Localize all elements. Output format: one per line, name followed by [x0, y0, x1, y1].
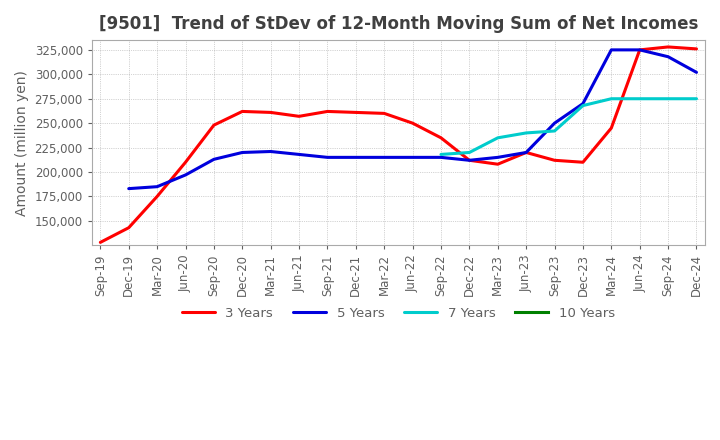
- 3 Years: [692, 46, 701, 51]
- 5 Years: [181, 172, 190, 178]
- 5 Years: [579, 101, 588, 106]
- 7 Years: [436, 152, 445, 157]
- 7 Years: [607, 96, 616, 101]
- 3 Years: [522, 150, 531, 155]
- 5 Years: [664, 54, 672, 59]
- 7 Years: [692, 96, 701, 101]
- 3 Years: [465, 158, 474, 163]
- 3 Years: [408, 121, 417, 126]
- 3 Years: [351, 110, 360, 115]
- 5 Years: [323, 155, 332, 160]
- Y-axis label: Amount (million yen): Amount (million yen): [15, 70, 29, 216]
- 5 Years: [238, 150, 247, 155]
- 3 Years: [294, 114, 303, 119]
- 5 Years: [294, 152, 303, 157]
- 7 Years: [493, 135, 502, 140]
- 5 Years: [550, 121, 559, 126]
- 5 Years: [153, 184, 161, 189]
- 3 Years: [664, 44, 672, 50]
- Legend: 3 Years, 5 Years, 7 Years, 10 Years: 3 Years, 5 Years, 7 Years, 10 Years: [176, 301, 620, 325]
- 3 Years: [266, 110, 275, 115]
- 7 Years: [550, 128, 559, 134]
- 7 Years: [465, 150, 474, 155]
- 7 Years: [579, 103, 588, 108]
- 3 Years: [153, 194, 161, 199]
- 5 Years: [493, 155, 502, 160]
- Line: 3 Years: 3 Years: [100, 47, 696, 242]
- 3 Years: [493, 161, 502, 167]
- 5 Years: [692, 70, 701, 75]
- 7 Years: [522, 130, 531, 136]
- 3 Years: [607, 125, 616, 131]
- 5 Years: [351, 155, 360, 160]
- 7 Years: [664, 96, 672, 101]
- 5 Years: [465, 158, 474, 163]
- 3 Years: [96, 240, 104, 245]
- 5 Years: [522, 150, 531, 155]
- 3 Years: [210, 122, 218, 128]
- Line: 5 Years: 5 Years: [129, 50, 696, 189]
- 5 Years: [635, 47, 644, 52]
- 3 Years: [238, 109, 247, 114]
- 3 Years: [550, 158, 559, 163]
- 5 Years: [125, 186, 133, 191]
- 5 Years: [380, 155, 389, 160]
- 5 Years: [436, 155, 445, 160]
- 7 Years: [635, 96, 644, 101]
- 5 Years: [607, 47, 616, 52]
- 3 Years: [181, 160, 190, 165]
- 3 Years: [635, 47, 644, 52]
- 3 Years: [125, 225, 133, 231]
- 3 Years: [380, 111, 389, 116]
- 3 Years: [436, 135, 445, 140]
- 3 Years: [323, 109, 332, 114]
- Line: 7 Years: 7 Years: [441, 99, 696, 154]
- 5 Years: [408, 155, 417, 160]
- Title: [9501]  Trend of StDev of 12-Month Moving Sum of Net Incomes: [9501] Trend of StDev of 12-Month Moving…: [99, 15, 698, 33]
- 3 Years: [579, 160, 588, 165]
- 5 Years: [266, 149, 275, 154]
- 5 Years: [210, 157, 218, 162]
